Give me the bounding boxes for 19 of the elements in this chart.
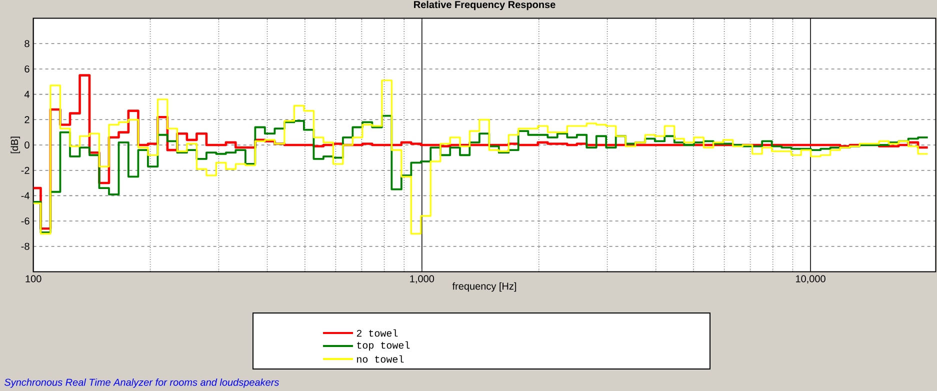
y-tick-label: 8 xyxy=(24,40,30,48)
y-tick-label: 4 xyxy=(24,90,30,98)
y-tick-label: -4 xyxy=(21,192,30,200)
chart-title: Relative Frequency Response xyxy=(414,0,556,10)
x-tick-label: 1,000 xyxy=(410,275,434,284)
text: Synchronous Real Time Analyzer for rooms and loudspeakers xyxy=(4,378,279,388)
legend-label: top towel xyxy=(357,341,410,351)
x-tick-label: 100 xyxy=(26,275,42,282)
x-axis-title: frequency [Hz] xyxy=(452,282,516,292)
y-tick-label: 0 xyxy=(24,141,30,149)
y-tick-label: 6 xyxy=(24,65,30,73)
y-tick-label: -6 xyxy=(21,217,30,225)
y-tick-label: -8 xyxy=(21,242,30,250)
y-axis-title: [dB] xyxy=(10,136,20,154)
y-tick-label: 2 xyxy=(24,116,30,124)
x-tick-label: 10,000 xyxy=(796,275,826,284)
y-tick-label: -2 xyxy=(21,166,30,174)
legend-label: no towel xyxy=(357,355,404,363)
legend-label: 2 towel xyxy=(356,329,398,337)
